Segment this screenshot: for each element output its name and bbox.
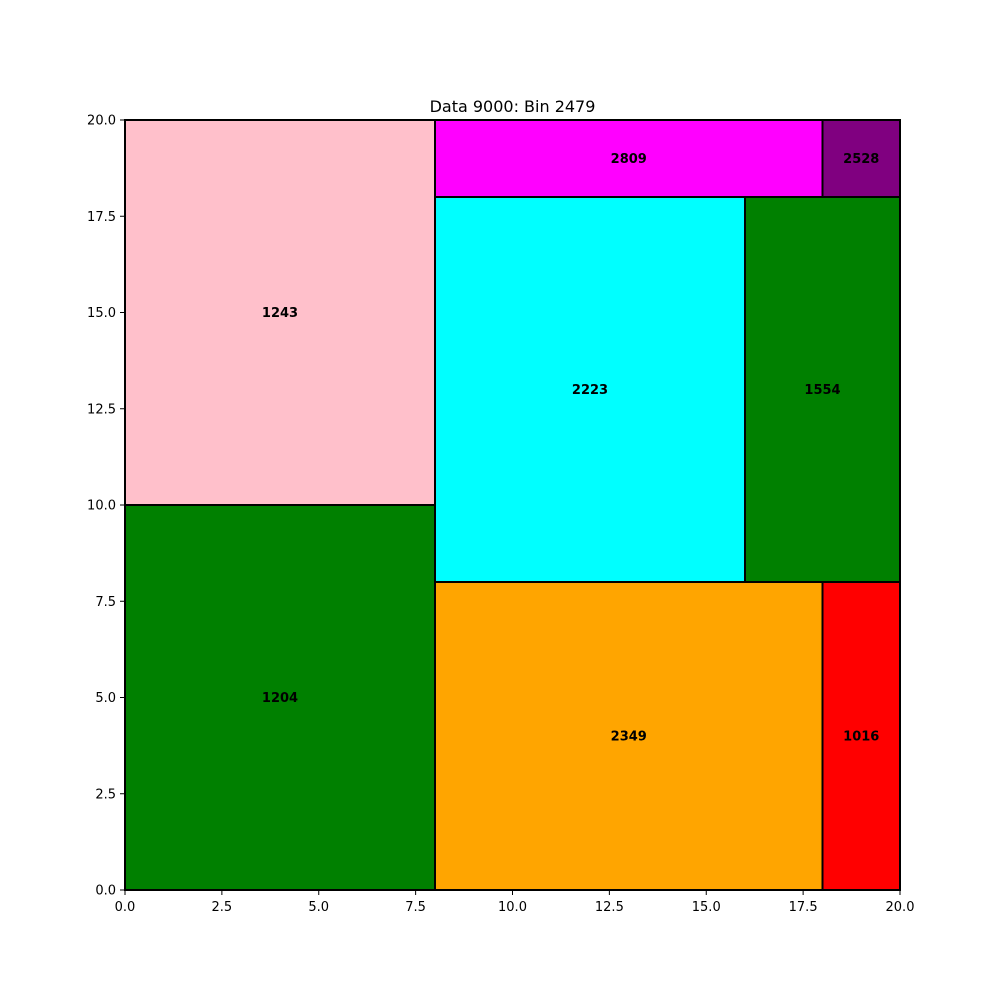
item-label-1204: 1204: [262, 691, 298, 706]
item-label-1554: 1554: [804, 383, 840, 398]
item-label-2809: 2809: [611, 152, 647, 167]
x-tick-label: 10.0: [498, 900, 527, 915]
item-label-1243: 1243: [262, 306, 298, 321]
chart-title: Data 9000: Bin 2479: [430, 97, 596, 116]
y-tick-label: 7.5: [95, 595, 116, 610]
item-rect-2809: [434, 119, 824, 198]
x-tick-label: 0.0: [115, 900, 136, 915]
item-labels: 1243 1204 2809 2528 2223 1554 2349 1016: [262, 152, 879, 745]
item-rect-1204: [124, 504, 436, 891]
x-tick-label: 12.5: [595, 900, 624, 915]
item-rect-1243: [124, 119, 436, 506]
y-tick-label: 20.0: [87, 114, 116, 129]
item-rect-1016: [821, 581, 901, 891]
y-tick-label: 0.0: [95, 884, 116, 899]
y-tick-label: 10.0: [87, 499, 116, 514]
x-tick-label: 17.5: [789, 900, 818, 915]
item-label-1016: 1016: [843, 730, 879, 745]
x-tick-label: 5.0: [308, 900, 329, 915]
y-tick-label: 15.0: [87, 306, 116, 321]
item-rectangles: [124, 119, 901, 891]
item-label-2223: 2223: [572, 383, 608, 398]
item-label-2349: 2349: [611, 730, 647, 745]
x-tick-label: 20.0: [886, 900, 915, 915]
x-tick-label: 7.5: [405, 900, 426, 915]
y-tick-label: 12.5: [87, 402, 116, 417]
item-label-2528: 2528: [843, 152, 879, 167]
x-tick-label: 2.5: [212, 900, 233, 915]
y-tick-label: 17.5: [87, 210, 116, 225]
y-tick-label: 2.5: [95, 787, 116, 802]
y-tick-label: 5.0: [95, 691, 116, 706]
item-rect-2349: [434, 581, 824, 891]
x-tick-label: 15.0: [692, 900, 721, 915]
x-axis-ticks: 0.0 2.5 5.0 7.5 10.0 12.5 15.0 17.5 20.0: [115, 890, 915, 915]
y-axis-ticks: 0.0 2.5 5.0 7.5 10.0 12.5 15.0 17.5 20.0: [87, 114, 125, 899]
